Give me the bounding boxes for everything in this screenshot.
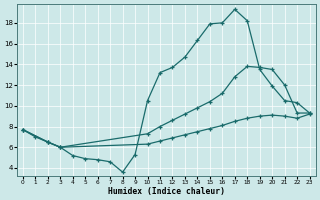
X-axis label: Humidex (Indice chaleur): Humidex (Indice chaleur) xyxy=(108,187,225,196)
